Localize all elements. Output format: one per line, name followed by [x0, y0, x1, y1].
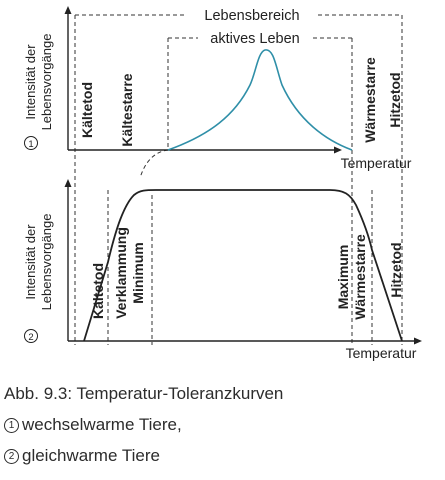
- panel2-marker-number: 2: [28, 332, 33, 343]
- caption-number-1: 1: [4, 418, 19, 433]
- lebensbereich-label: Lebensbereich: [204, 8, 299, 24]
- p2-verklammung-label: Verklammung: [113, 227, 129, 319]
- caption-item-2: 2 gleichwarme Tiere: [4, 446, 160, 466]
- p2-maximum-label: Maximum: [335, 245, 351, 310]
- range-brackets: [74, 14, 403, 345]
- p2-minimum-label: Minimum: [130, 242, 146, 303]
- temperatur-label-1: Temperatur: [341, 155, 412, 171]
- p1-kaeltestarre-label: Kältestarre: [119, 73, 135, 146]
- aktives-leben-bracket: [167, 37, 353, 150]
- p2-kaeltetod-label: Kältetod: [90, 263, 106, 319]
- y-axis-label-1a: Intensität der: [23, 44, 38, 120]
- caption-item-1-text: wechselwarme Tiere,: [22, 415, 182, 434]
- p2-waermestarre-label: Wärmestarre: [352, 234, 368, 320]
- caption-item-1: 1 wechselwarme Tiere,: [4, 415, 182, 435]
- panel2-x-arrow: [414, 337, 422, 345]
- p1-hitzetod-label: Hitzetod: [387, 72, 403, 127]
- p1-waermestarre-label: Wärmestarre: [362, 57, 378, 143]
- panel1-y-arrow: [64, 6, 72, 14]
- panel1-curve: [167, 49, 353, 151]
- panel1-axes: [64, 6, 342, 154]
- lebensbereich-bracket: [74, 14, 403, 345]
- p1-kaeltetod-label: Kältetod: [79, 82, 95, 138]
- figure-caption-title: Abb. 9.3: Temperatur-Toleranzkurven: [4, 384, 284, 403]
- lower-dashed-verticals: [107, 150, 373, 345]
- temperatur-label-2: Temperatur: [346, 345, 417, 361]
- panel1-marker: 1: [24, 136, 38, 150]
- panel2-axes: [64, 179, 422, 345]
- panel2-y-arrow: [64, 179, 72, 187]
- caption-number-2: 2: [4, 449, 19, 464]
- aktives-leben-label: aktives Leben: [210, 31, 299, 47]
- p2-hitzetod-label: Hitzetod: [388, 242, 404, 297]
- panel1-marker-number: 1: [28, 139, 33, 150]
- y-axis-label-1b: Lebensvorgänge: [39, 34, 54, 131]
- dashed-connector: [139, 149, 169, 179]
- panel2-curve: [83, 189, 403, 342]
- panel1-x-arrow: [334, 146, 342, 154]
- y-axis-label-2a: Intensität der: [23, 224, 38, 300]
- caption-item-2-text: gleichwarme Tiere: [22, 446, 160, 465]
- panel2-marker: 2: [24, 329, 38, 343]
- y-axis-label-2b: Lebensvorgänge: [39, 214, 54, 311]
